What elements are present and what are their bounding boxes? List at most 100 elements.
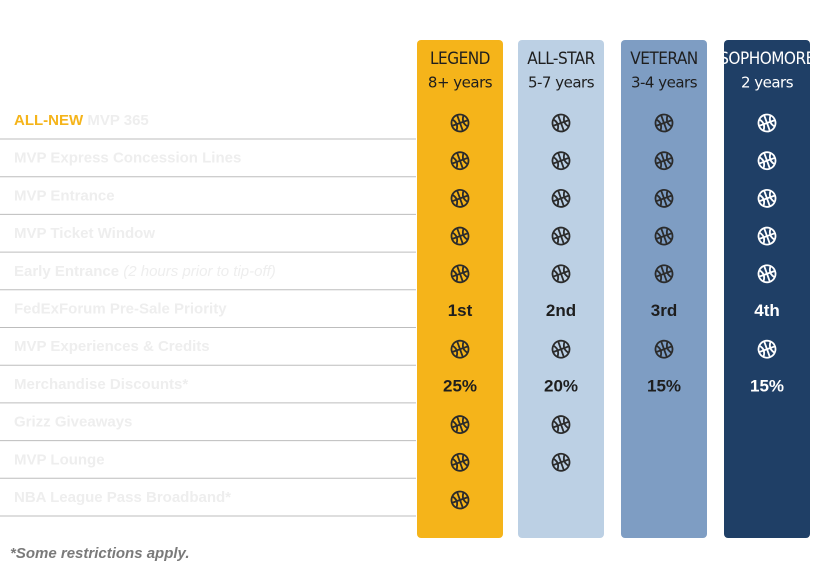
basketball-icon xyxy=(654,264,674,284)
basketball-icon xyxy=(757,188,777,208)
row-label: MVP Express Concession Lines xyxy=(14,150,241,167)
cell-text: 3rd xyxy=(651,301,677,320)
ball-outline xyxy=(450,452,470,472)
basketball-icon xyxy=(551,188,571,208)
ball-seam xyxy=(552,114,570,132)
ball-outline xyxy=(450,264,470,284)
basketball-icon xyxy=(757,113,777,133)
basketball-icon xyxy=(551,264,571,284)
tier-years: 2 years xyxy=(741,74,794,92)
basketball-icon xyxy=(450,113,470,133)
cell-text: 2nd xyxy=(546,301,576,320)
basketball-icon xyxy=(654,151,674,171)
basketball-icon xyxy=(551,415,571,435)
cell-text: 15% xyxy=(647,376,681,395)
basketball-icon xyxy=(551,113,571,133)
tier-column xyxy=(518,40,604,538)
cell-text: 4th xyxy=(754,301,780,320)
ball-seam xyxy=(655,190,673,207)
ball-seam xyxy=(451,491,469,509)
basketball-icon xyxy=(450,452,470,472)
basketball-icon xyxy=(551,452,571,472)
tier-column xyxy=(417,40,503,538)
label-text: MVP 365 xyxy=(87,112,148,129)
basketball-icon xyxy=(450,188,470,208)
row-label: Early Entrance (2 hours prior to tip-off… xyxy=(14,263,276,280)
basketball-icon xyxy=(551,339,571,359)
ball-seam xyxy=(552,152,570,169)
row-label: MVP Lounge xyxy=(14,451,105,468)
ball-seam xyxy=(451,454,469,471)
row-label: Grizz Giveaways xyxy=(14,414,132,431)
tier-column xyxy=(621,40,707,538)
ball-seam xyxy=(451,265,469,283)
cell-text: 1st xyxy=(448,301,473,320)
ball-seam xyxy=(451,227,469,245)
ball-seam xyxy=(758,340,776,358)
label-text: NBA League Pass Broadband* xyxy=(14,489,231,506)
basketball-icon xyxy=(551,151,571,171)
label-text: Merchandise Discounts* xyxy=(14,376,188,393)
footnote: *Some restrictions apply. xyxy=(10,545,190,562)
label-text: MVP Entrance xyxy=(14,187,115,204)
basketball-icon xyxy=(757,339,777,359)
tier-name: LEGEND xyxy=(430,49,490,69)
tier-years: 3-4 years xyxy=(631,74,698,92)
basketball-icon xyxy=(551,226,571,246)
row-label: MVP Entrance xyxy=(14,187,115,204)
tier-years: 5-7 years xyxy=(528,74,595,92)
ball-seam xyxy=(552,416,570,433)
cell-text: 20% xyxy=(544,376,578,395)
ball-seam xyxy=(552,227,570,245)
tier-name: ALL-STAR xyxy=(527,49,595,69)
tier-column xyxy=(724,40,810,538)
label-text: Early Entrance xyxy=(14,263,119,280)
row-label: MVP Experiences & Credits xyxy=(14,338,210,355)
basketball-icon xyxy=(757,264,777,284)
basketball-icon xyxy=(757,151,777,171)
basketball-icon xyxy=(450,339,470,359)
basketball-icon xyxy=(654,188,674,208)
row-label: MVP Ticket Window xyxy=(14,225,155,242)
ball-seam xyxy=(552,454,570,471)
ball-seam xyxy=(552,340,570,358)
ball-seam xyxy=(655,152,673,169)
basketball-icon xyxy=(450,490,470,510)
row-label: FedExForum Pre-Sale Priority xyxy=(14,300,227,317)
row-label: Merchandise Discounts* xyxy=(14,376,188,393)
ball-outline xyxy=(450,339,470,359)
label-tag: ALL-NEW xyxy=(14,112,84,129)
ball-seam xyxy=(758,265,776,283)
basketball-icon xyxy=(654,113,674,133)
ball-seam xyxy=(451,416,469,433)
ball-seam xyxy=(451,340,469,358)
label-text: Grizz Giveaways xyxy=(14,414,132,431)
label-text: MVP Ticket Window xyxy=(14,225,155,242)
basketball-icon xyxy=(757,226,777,246)
ball-seam xyxy=(552,265,570,283)
basketball-icon xyxy=(450,415,470,435)
ball-outline xyxy=(450,490,470,510)
ball-seam xyxy=(758,152,776,169)
label-text: MVP Express Concession Lines xyxy=(14,150,241,167)
label-text: MVP Experiences & Credits xyxy=(14,338,210,355)
basketball-icon xyxy=(654,339,674,359)
label-text: FedExForum Pre-Sale Priority xyxy=(14,300,227,317)
ball-seam xyxy=(655,114,673,132)
ball-seam xyxy=(451,114,469,132)
row-label: NBA League Pass Broadband* xyxy=(14,489,231,506)
tier-name: SOPHOMORE xyxy=(719,49,815,69)
basketball-icon xyxy=(450,226,470,246)
ball-seam xyxy=(655,227,673,245)
ball-outline xyxy=(450,415,470,435)
row-label: ALL-NEW MVP 365 xyxy=(14,112,149,129)
basketball-icon xyxy=(450,151,470,171)
ball-seam xyxy=(655,265,673,283)
ball-seam xyxy=(758,190,776,207)
ball-seam xyxy=(758,227,776,245)
basketball-icon xyxy=(450,264,470,284)
label-note: (2 hours prior to tip-off) xyxy=(123,263,276,280)
ball-seam xyxy=(655,340,673,358)
